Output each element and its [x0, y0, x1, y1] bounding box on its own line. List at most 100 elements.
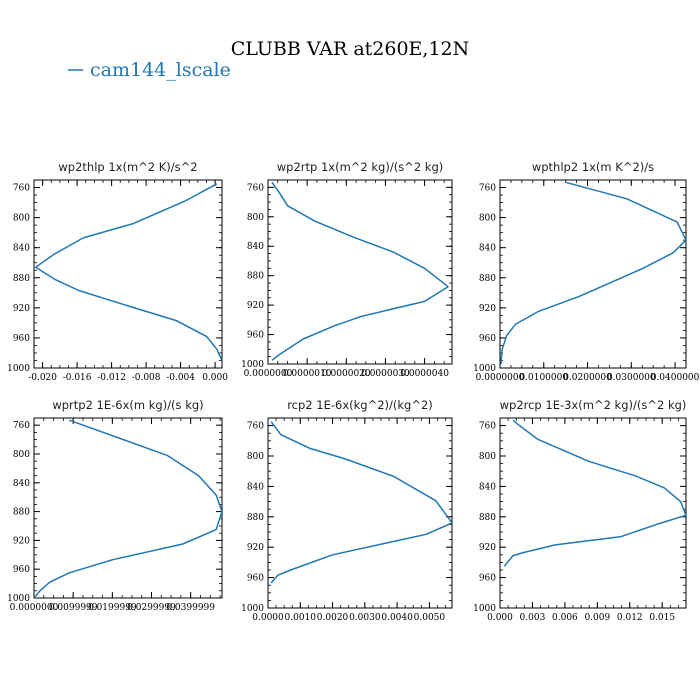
y-tick-label: 920 — [479, 543, 496, 553]
y-tick-label: 1000 — [7, 594, 30, 604]
y-tick-label: 960 — [247, 574, 264, 584]
subplot-frame — [499, 417, 687, 609]
subplot-2: wp2rtp 1x(m^2 kg)/(s^2 kg) 760 800 840 880 92… — [241, 160, 453, 379]
x-tick-label: 0.0100000 — [519, 373, 568, 383]
x-tick-label: 0.0000 — [252, 613, 284, 623]
y-tick-label: 840 — [13, 479, 30, 489]
x-tick-label: -0.016 — [63, 373, 92, 383]
y-tick-label: 880 — [247, 272, 264, 282]
x-tick-label: 0.0099999 — [49, 603, 98, 613]
y-tick-label: 1000 — [7, 364, 30, 374]
y-tick-label: 800 — [479, 214, 496, 224]
x-tick-label: 0.0000020 — [322, 369, 371, 379]
x-tick-label: 0.0000040 — [400, 369, 449, 379]
subplot-1: wp2thlp 1x(m^2 K)/s^2 760 800 840 880 920 960 1… — [7, 160, 228, 383]
y-tick-label: 800 — [479, 452, 496, 462]
y-tick-label: 800 — [247, 213, 264, 223]
subplot-title: wp2thlp 1x(m^2 K)/s^2 — [58, 160, 197, 174]
subplot-title: rcp2 1E-6x(kg^2)/(kg^2) — [287, 398, 433, 412]
y-tick-label: 880 — [479, 274, 496, 284]
x-tick-label: 0.0399999 — [166, 603, 215, 613]
y-tick-label: 800 — [247, 452, 264, 462]
x-tick-label: 0.009 — [584, 613, 610, 623]
subplot-title: wpthlp2 1x(m K^2)/s — [532, 160, 654, 174]
x-tick-label: 0.0030 — [349, 613, 381, 623]
y-tick-label: 840 — [479, 244, 496, 254]
series-line-cam144-lscale — [500, 181, 686, 365]
y-tick-label: 960 — [479, 334, 496, 344]
y-tick-label: 1000 — [473, 364, 496, 374]
y-tick-label: 920 — [479, 304, 496, 314]
x-tick-label: 0.0050 — [414, 613, 446, 623]
subplot-frame — [33, 179, 223, 369]
subplot-4: wprtp2 1E-6x(m kg)/(s kg) 760 800 840 880 920… — [7, 398, 223, 613]
y-tick-label: 760 — [13, 184, 30, 194]
y-tick-label: 920 — [247, 301, 264, 311]
x-tick-label: 0.0000000 — [10, 603, 59, 613]
x-tick-label: -0.004 — [166, 373, 195, 383]
figure-title: CLUBB VAR at260E,12N — [231, 38, 470, 60]
x-tick-label: 0.0020 — [317, 613, 349, 623]
y-tick-label: 960 — [479, 574, 496, 584]
x-tick-label: 0.0200000 — [563, 373, 612, 383]
x-tick-label: -0.008 — [132, 373, 161, 383]
y-tick-label: 800 — [13, 214, 30, 224]
y-tick-label: 880 — [13, 508, 30, 518]
series-line-cam144-lscale — [34, 419, 222, 598]
subplot-frame — [267, 417, 453, 609]
x-tick-label: 0.0000000 — [476, 373, 525, 383]
y-tick-label: 760 — [13, 421, 30, 431]
x-tick-label: 0.0299999 — [127, 603, 176, 613]
y-tick-label: 920 — [247, 543, 264, 553]
subplot-title: wp2rcp 1E-3x(m^2 kg)/(s^2 kg) — [500, 398, 687, 412]
x-tick-label: 0.0199999 — [88, 603, 137, 613]
subplot-grid: wp2thlp 1x(m^2 K)/s^2 760 800 840 880 920 960 1… — [7, 160, 700, 623]
x-tick-label: 0.0040 — [381, 613, 413, 623]
series-line-cam144-lscale — [503, 419, 686, 567]
x-tick-label: 0.0300000 — [607, 373, 656, 383]
x-tick-label: 0.000 — [202, 373, 228, 383]
subplot-title: wprtp2 1E-6x(m kg)/(s kg) — [52, 398, 203, 412]
x-tick-label: 0.000 — [487, 613, 513, 623]
subplot-frame — [499, 179, 687, 369]
x-tick-label: 0.006 — [552, 613, 578, 623]
y-tick-label: 840 — [479, 482, 496, 492]
y-tick-label: 840 — [247, 242, 264, 252]
x-tick-label: 0.0000000 — [244, 369, 293, 379]
y-tick-label: 800 — [13, 450, 30, 460]
x-tick-label: -0.020 — [28, 373, 57, 383]
y-tick-label: 960 — [13, 334, 30, 344]
series-line-cam144-lscale — [270, 421, 452, 584]
subplot-3: wpthlp2 1x(m K^2)/s 760 800 840 880 920 960 100… — [473, 160, 700, 383]
series-line-cam144-lscale — [34, 183, 222, 361]
y-tick-label: 760 — [479, 422, 496, 432]
y-tick-label: 920 — [13, 304, 30, 314]
subplot-title: wp2rtp 1x(m^2 kg)/(s^2 kg) — [277, 160, 444, 174]
y-tick-label: 960 — [247, 331, 264, 341]
series-line-cam144-lscale — [271, 181, 449, 361]
subplot-5: rcp2 1E-6x(kg^2)/(kg^2) 760 800 840 880 920 96… — [241, 398, 453, 623]
x-tick-label: 0.015 — [649, 613, 675, 623]
y-tick-label: 840 — [13, 244, 30, 254]
y-tick-label: 1000 — [241, 604, 264, 614]
y-tick-label: 1000 — [473, 604, 496, 614]
y-tick-label: 840 — [247, 482, 264, 492]
x-tick-label: 0.0000010 — [283, 369, 332, 379]
x-tick-label: 0.0010 — [285, 613, 317, 623]
y-tick-label: 1000 — [241, 360, 264, 370]
subplot-6: wp2rcp 1E-3x(m^2 kg)/(s^2 kg) 760 800 840 88… — [473, 398, 687, 623]
y-tick-label: 760 — [247, 183, 264, 193]
x-tick-label: 0.003 — [520, 613, 546, 623]
y-tick-label: 960 — [13, 565, 30, 575]
y-tick-label: 880 — [247, 513, 264, 523]
y-tick-label: 760 — [247, 422, 264, 432]
y-tick-label: 880 — [479, 513, 496, 523]
legend: cam144_lscale — [68, 59, 231, 81]
subplot-frame — [267, 179, 453, 365]
legend-label-cam144-lscale: cam144_lscale — [90, 59, 231, 81]
x-tick-label: 0.0000030 — [361, 369, 410, 379]
subplot-frame — [33, 417, 223, 599]
y-tick-label: 920 — [13, 536, 30, 546]
y-tick-label: 880 — [13, 274, 30, 284]
